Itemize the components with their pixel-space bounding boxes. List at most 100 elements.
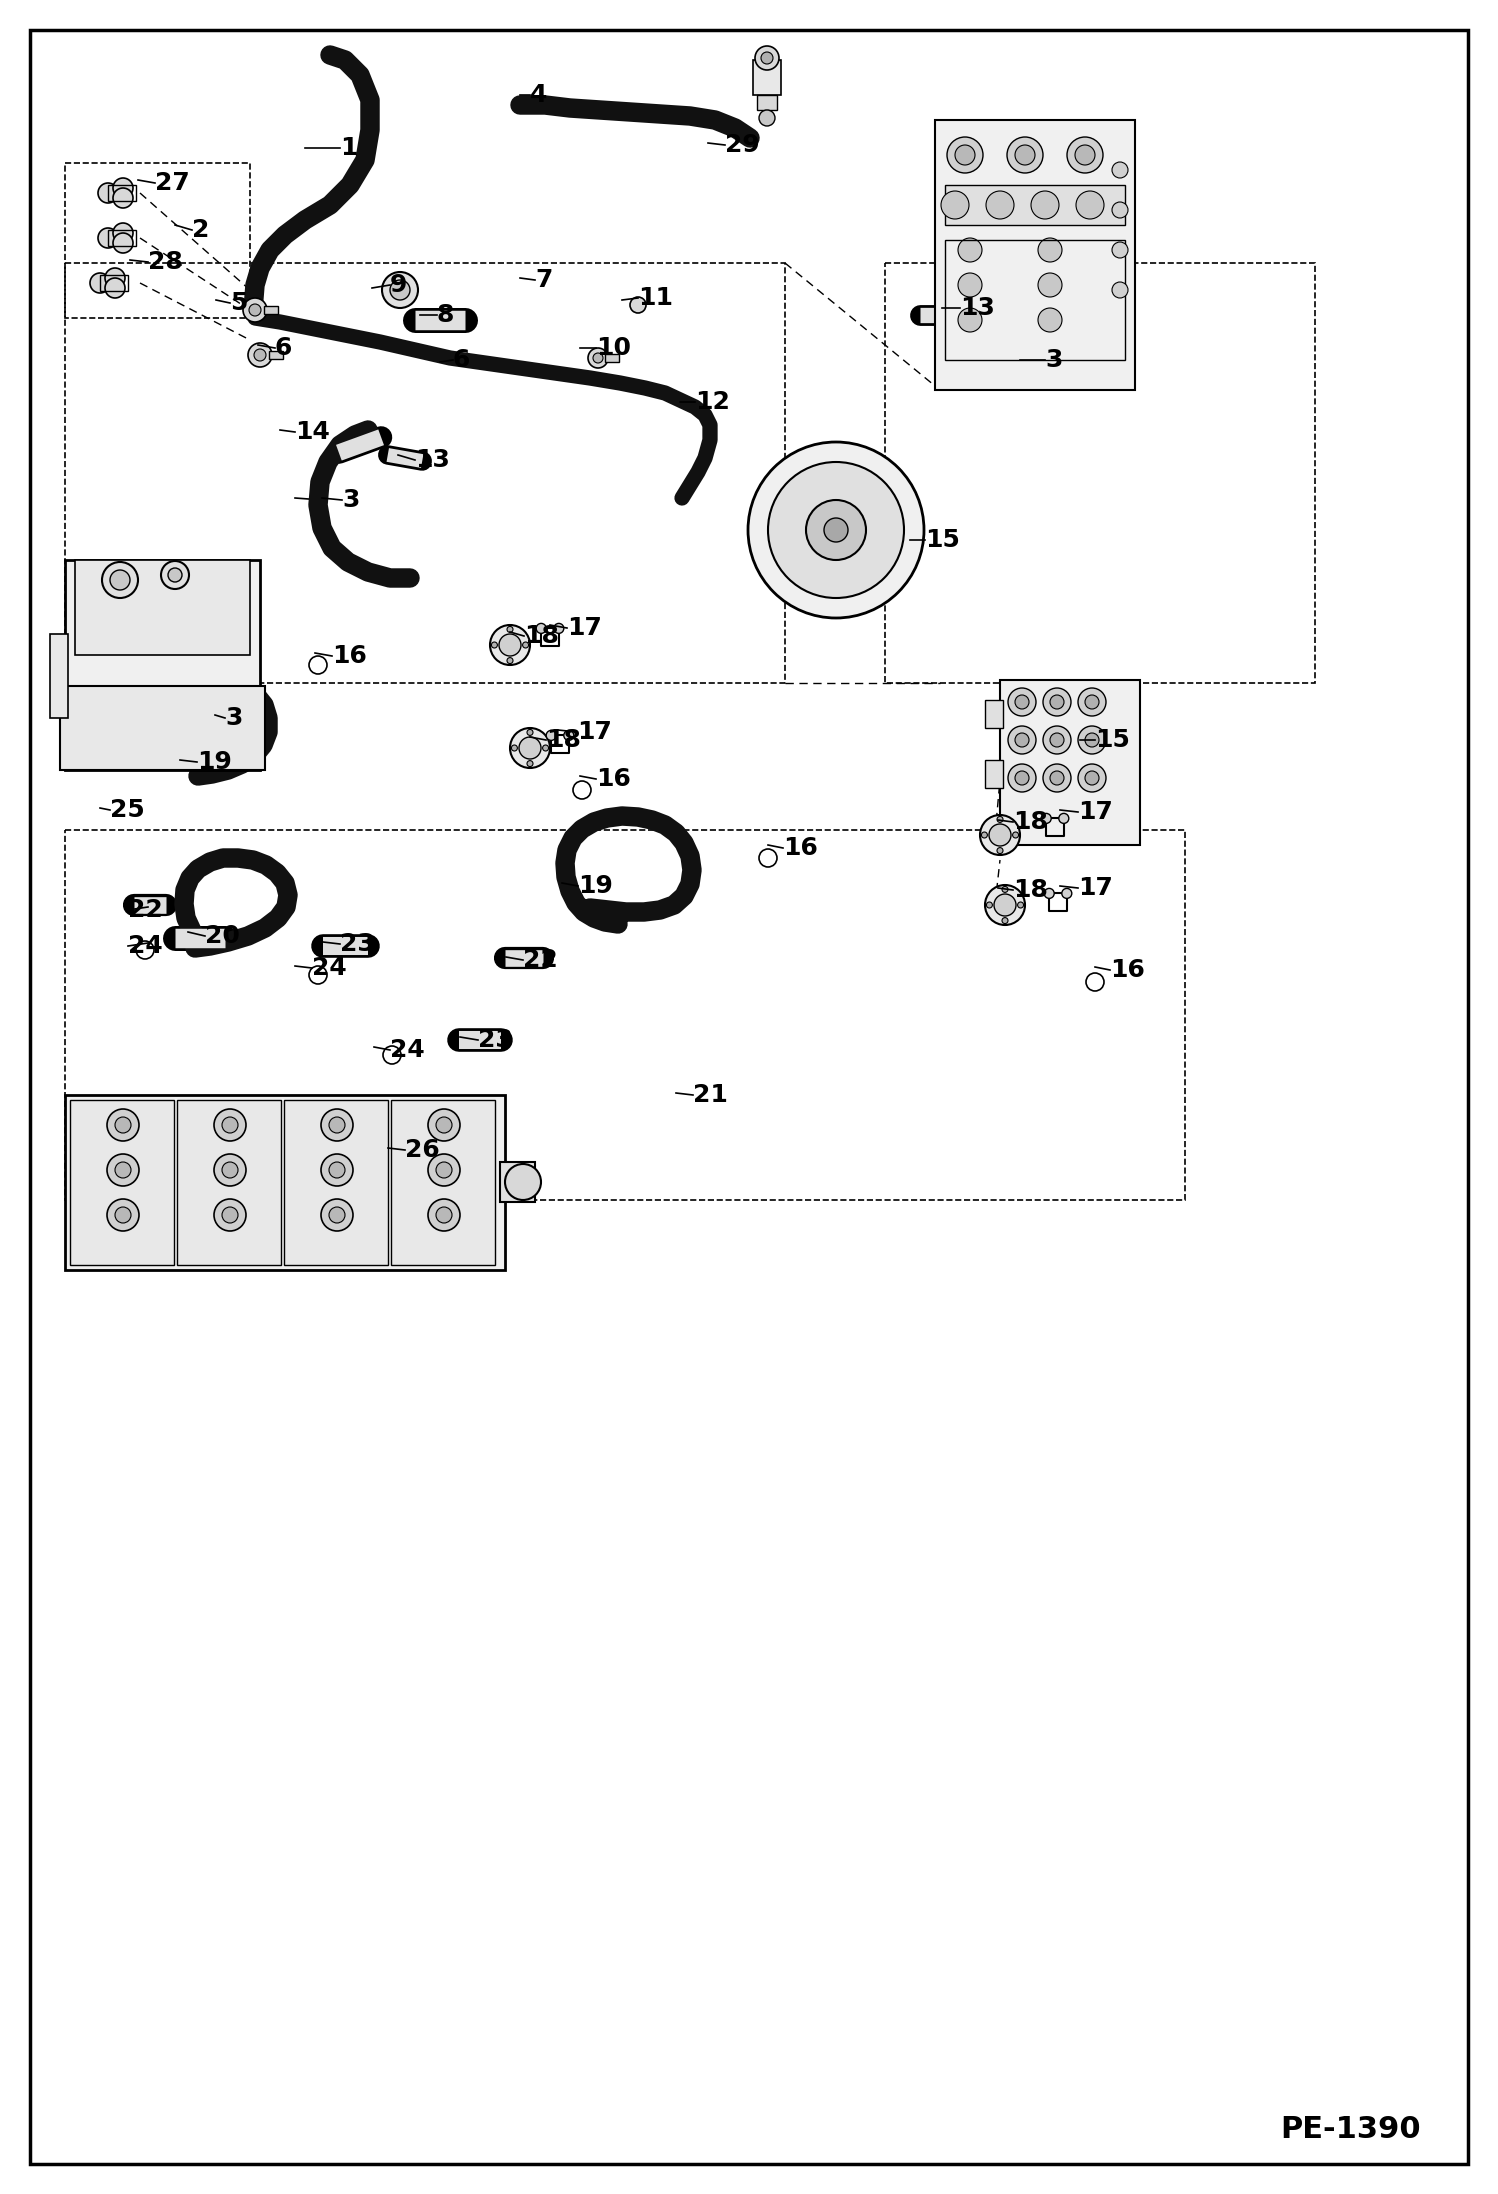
Bar — [108, 184, 136, 202]
Circle shape — [1050, 695, 1064, 709]
Circle shape — [523, 643, 529, 647]
Bar — [986, 759, 1004, 788]
Circle shape — [136, 941, 154, 959]
Circle shape — [959, 307, 983, 331]
Circle shape — [490, 625, 530, 665]
Text: 3: 3 — [1046, 349, 1062, 373]
Circle shape — [330, 1163, 345, 1178]
Text: 3: 3 — [342, 487, 360, 511]
Circle shape — [1008, 726, 1037, 755]
Text: 26: 26 — [404, 1139, 440, 1163]
Text: 2: 2 — [192, 217, 210, 241]
Circle shape — [748, 441, 924, 619]
Circle shape — [428, 1108, 460, 1141]
Circle shape — [506, 627, 512, 632]
Bar — [756, 94, 777, 110]
Bar — [108, 230, 136, 246]
Circle shape — [941, 191, 969, 219]
Circle shape — [981, 832, 987, 838]
Circle shape — [824, 518, 848, 542]
Text: 16: 16 — [596, 768, 631, 792]
Bar — [270, 351, 283, 360]
Circle shape — [249, 342, 273, 366]
Circle shape — [986, 191, 1014, 219]
Circle shape — [1043, 726, 1071, 755]
Circle shape — [542, 746, 548, 750]
Circle shape — [105, 279, 124, 298]
Bar — [500, 1163, 535, 1202]
Circle shape — [554, 623, 563, 634]
Text: 21: 21 — [694, 1084, 728, 1108]
Circle shape — [382, 272, 418, 307]
Circle shape — [1050, 733, 1064, 746]
Circle shape — [1041, 814, 1052, 823]
Circle shape — [986, 884, 1025, 926]
Bar — [49, 634, 67, 717]
Bar — [885, 263, 1315, 682]
Text: 4: 4 — [530, 83, 547, 108]
Text: 13: 13 — [415, 448, 449, 472]
Bar — [945, 184, 1125, 226]
Circle shape — [1008, 764, 1037, 792]
Circle shape — [511, 746, 517, 750]
Circle shape — [1017, 902, 1023, 908]
Circle shape — [1085, 733, 1100, 746]
Circle shape — [243, 298, 267, 323]
Circle shape — [97, 182, 118, 204]
Text: 5: 5 — [231, 292, 247, 316]
Text: 13: 13 — [960, 296, 995, 320]
Bar — [100, 274, 127, 292]
Circle shape — [589, 349, 608, 369]
Bar — [60, 687, 265, 770]
Text: 17: 17 — [577, 720, 611, 744]
Bar — [64, 1095, 505, 1270]
Bar — [605, 353, 619, 362]
Bar — [264, 305, 279, 314]
Text: 27: 27 — [154, 171, 190, 195]
Circle shape — [1002, 917, 1008, 924]
Circle shape — [1038, 272, 1062, 296]
Circle shape — [115, 1117, 130, 1132]
Circle shape — [631, 296, 646, 314]
Bar — [64, 263, 785, 682]
Circle shape — [761, 53, 773, 64]
Circle shape — [1038, 237, 1062, 261]
Circle shape — [112, 224, 133, 244]
Circle shape — [90, 272, 109, 294]
Text: 19: 19 — [578, 873, 613, 897]
Circle shape — [112, 233, 133, 252]
Circle shape — [1044, 889, 1055, 897]
Bar — [177, 1099, 282, 1266]
Bar — [753, 59, 780, 94]
Circle shape — [321, 1108, 354, 1141]
Circle shape — [1038, 307, 1062, 331]
Bar — [945, 239, 1125, 360]
Circle shape — [383, 1047, 401, 1064]
Circle shape — [112, 189, 133, 208]
Circle shape — [309, 656, 327, 674]
Circle shape — [1016, 695, 1029, 709]
Circle shape — [106, 1108, 139, 1141]
Circle shape — [428, 1198, 460, 1231]
Circle shape — [536, 623, 547, 634]
Circle shape — [1016, 770, 1029, 785]
Circle shape — [1031, 191, 1059, 219]
Bar — [64, 829, 1185, 1200]
Circle shape — [593, 353, 604, 362]
Circle shape — [1002, 886, 1008, 893]
Circle shape — [214, 1108, 246, 1141]
Circle shape — [806, 500, 866, 559]
Circle shape — [1112, 162, 1128, 178]
Circle shape — [160, 562, 189, 588]
Circle shape — [428, 1154, 460, 1187]
Text: 12: 12 — [695, 391, 730, 415]
Text: 18: 18 — [545, 728, 581, 753]
Circle shape — [499, 634, 521, 656]
Circle shape — [109, 570, 130, 590]
Circle shape — [1008, 689, 1037, 715]
Circle shape — [330, 1117, 345, 1132]
Circle shape — [1043, 689, 1071, 715]
Circle shape — [1112, 283, 1128, 298]
Text: 15: 15 — [1095, 728, 1129, 753]
Text: 16: 16 — [783, 836, 818, 860]
